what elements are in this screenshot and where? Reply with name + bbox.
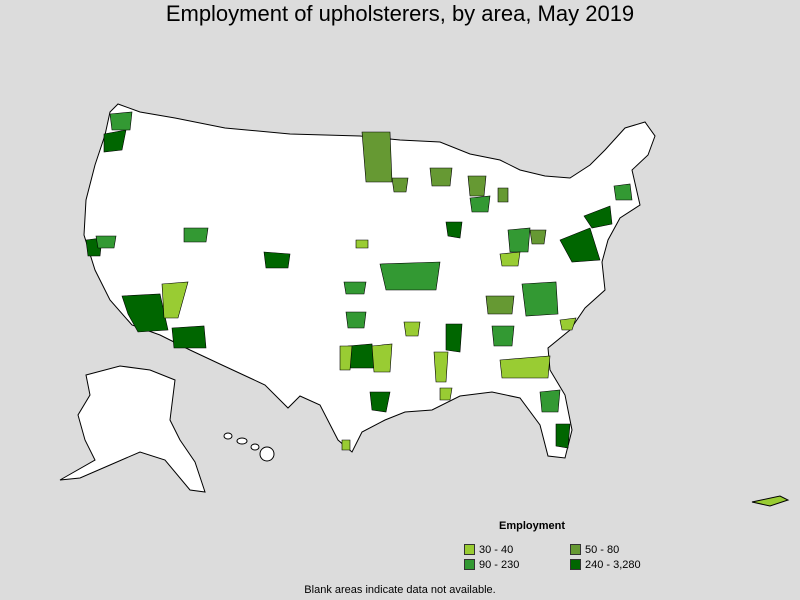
legend-item-240-3280: 240 - 3,280 (570, 558, 660, 571)
legend-item-30-40: 30 - 40 (464, 543, 570, 556)
legend-swatch (570, 559, 581, 570)
legend-swatch (464, 544, 475, 555)
map-legend: Employment 30 - 40 50 - 80 90 - 230 240 … (464, 520, 644, 571)
legend-label: 240 - 3,280 (585, 558, 641, 571)
alaska-shape (59, 365, 206, 493)
legend-item-50-80: 50 - 80 (570, 543, 660, 556)
legend-label: 50 - 80 (585, 543, 620, 556)
employment-areas (85, 111, 633, 451)
puerto-rico-shape (751, 495, 790, 507)
legend-title: Employment (498, 520, 565, 532)
map-footnote: Blank areas indicate data not available. (304, 584, 496, 596)
legend-item-90-230: 90 - 230 (464, 558, 570, 571)
legend-label: 30 - 40 (479, 543, 514, 556)
legend-swatch (570, 544, 581, 555)
map-title: Employment of upholsterers, by area, May… (165, 1, 635, 26)
legend-swatch (464, 559, 475, 570)
legend-label: 90 - 230 (479, 558, 520, 571)
hawaii-shapes (223, 432, 275, 462)
